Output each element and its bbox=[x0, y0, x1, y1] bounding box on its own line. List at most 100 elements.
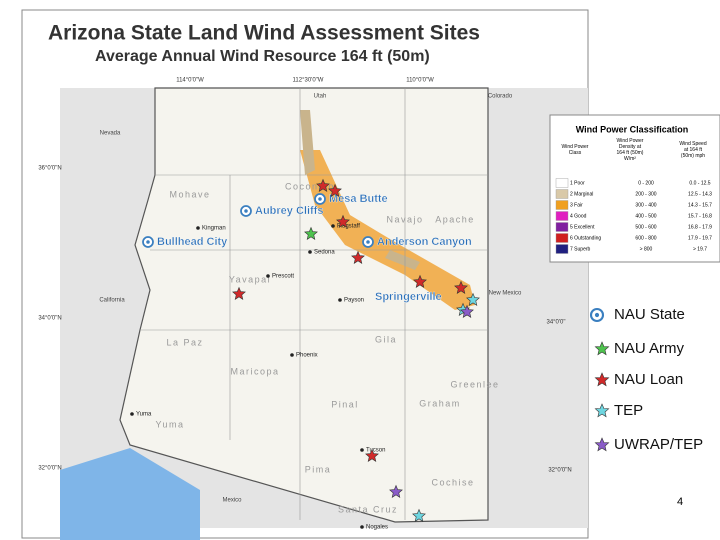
state-label: California bbox=[99, 298, 125, 304]
wind-table-title: Wind Power Classification bbox=[576, 124, 688, 134]
city-label: Payson bbox=[344, 298, 364, 304]
county-label: Yavapai bbox=[229, 274, 271, 284]
wind-table-cell: 200 - 300 bbox=[635, 191, 656, 197]
wind-table-cell: 0.0 - 12.5 bbox=[689, 180, 710, 186]
site-label: Aubrey Cliffs bbox=[255, 205, 323, 217]
subtitle: Average Annual Wind Resource 164 ft (50m… bbox=[95, 48, 430, 65]
class-swatch bbox=[555, 222, 569, 232]
city-label: Yuma bbox=[136, 412, 152, 418]
city-dot bbox=[338, 298, 342, 302]
class-swatch bbox=[555, 244, 569, 254]
title: Arizona State Land Wind Assessment Sites bbox=[48, 22, 480, 45]
site-star bbox=[232, 286, 246, 300]
legend-icon bbox=[594, 341, 610, 356]
city-label: Sedona bbox=[314, 250, 335, 256]
legend-icon bbox=[594, 372, 610, 387]
wind-table-cell: 14.3 - 15.7 bbox=[688, 202, 712, 208]
page-number: 4 bbox=[677, 496, 683, 508]
county-label: Pinal bbox=[331, 399, 359, 409]
wind-table-cell: > 19.7 bbox=[693, 246, 707, 252]
wind-table-cell: 600 - 800 bbox=[635, 235, 656, 241]
wind-table-cell: 15.7 - 16.8 bbox=[688, 213, 712, 219]
wind-table-cell: 12.5 - 14.3 bbox=[688, 191, 712, 197]
class-swatch bbox=[555, 178, 569, 188]
gulf-water bbox=[60, 448, 200, 540]
wind-table-header: Wind Power Density at 164 ft (50m) W/m² bbox=[617, 138, 644, 162]
legend-label: TEP bbox=[614, 402, 643, 419]
wind-table-cell: 400 - 500 bbox=[635, 213, 656, 219]
legend-icon bbox=[594, 403, 610, 418]
site-label: Anderson Canyon bbox=[377, 236, 472, 248]
city-dot bbox=[360, 448, 364, 452]
county-label: Santa Cruz bbox=[338, 504, 398, 514]
wind-table-cell: 500 - 600 bbox=[635, 224, 656, 230]
wind-table-cell: 4 Good bbox=[570, 213, 587, 219]
county-label: Pima bbox=[305, 464, 332, 474]
class-swatch bbox=[555, 189, 569, 199]
legend-icon bbox=[594, 437, 610, 452]
wind-swath bbox=[300, 150, 475, 310]
site-label: Mesa Butte bbox=[329, 193, 388, 205]
county-label: Yuma bbox=[155, 419, 184, 429]
wind-table-cell: 7 Superb bbox=[570, 246, 591, 252]
site-star bbox=[328, 183, 342, 197]
county-label: Coconino bbox=[285, 181, 335, 191]
county-label: Greenlee bbox=[450, 379, 499, 389]
site-label: Bullhead City bbox=[157, 236, 228, 248]
class-swatch bbox=[555, 233, 569, 243]
city-label: Nogales bbox=[366, 525, 388, 531]
state-label: Nevada bbox=[100, 131, 121, 137]
county-label: Mohave bbox=[169, 189, 210, 199]
site-star bbox=[304, 226, 318, 240]
state-label: Colorado bbox=[488, 94, 513, 100]
legend-label: UWRAP/TEP bbox=[614, 436, 703, 453]
class-swatch bbox=[555, 200, 569, 210]
city-label: Phoenix bbox=[296, 353, 318, 359]
city-label: Kingman bbox=[202, 226, 226, 232]
graticule-label: 112°30'0"W bbox=[293, 78, 324, 84]
site-marker-dot bbox=[244, 209, 248, 213]
wind-table-header: Wind Speed at 164 ft (50m) mph bbox=[679, 141, 706, 159]
wind-table-cell: 0 - 200 bbox=[638, 180, 654, 186]
state-label: New Mexico bbox=[489, 291, 522, 297]
city-dot bbox=[308, 250, 312, 254]
city-label: Prescott bbox=[272, 274, 294, 280]
class-swatch bbox=[555, 211, 569, 221]
wind-table-cell: 2 Marginal bbox=[570, 191, 593, 197]
site-star bbox=[365, 448, 379, 462]
wind-table-cell: 5 Excellent bbox=[570, 224, 595, 230]
graticule-label: 110°0'0"W bbox=[406, 78, 434, 84]
city-dot bbox=[130, 412, 134, 416]
wind-table-cell: > 800 bbox=[640, 246, 653, 252]
site-star bbox=[351, 250, 365, 264]
wind-table-cell: 3 Fair bbox=[570, 202, 583, 208]
wind-table-cell: 1 Poor bbox=[570, 180, 585, 186]
site-star bbox=[316, 178, 330, 192]
site-marker-dot bbox=[318, 197, 322, 201]
city-dot bbox=[290, 353, 294, 357]
legend-label: NAU State bbox=[614, 306, 685, 323]
legend-label: NAU Loan bbox=[614, 371, 683, 388]
county-label: Graham bbox=[419, 398, 461, 408]
city-label: Tucson bbox=[366, 448, 385, 454]
city-dot bbox=[196, 226, 200, 230]
site-star bbox=[336, 214, 350, 228]
wind-table-box bbox=[549, 114, 720, 263]
site-star bbox=[466, 292, 480, 306]
graticule-label: 114°0'0"W bbox=[176, 78, 204, 84]
county-label: Navajo bbox=[386, 214, 423, 224]
city-dot bbox=[266, 274, 270, 278]
county-label: Cochise bbox=[431, 477, 474, 487]
site-label: Springerville bbox=[375, 291, 442, 303]
site-marker-dot bbox=[366, 240, 370, 244]
site-star bbox=[389, 484, 403, 498]
state-label: Mexico bbox=[222, 498, 242, 504]
county-label: Gila bbox=[375, 334, 397, 344]
county-label: Apache bbox=[435, 214, 475, 224]
county-lines bbox=[140, 88, 488, 520]
state-label: Utah bbox=[314, 94, 327, 100]
site-star bbox=[413, 274, 427, 288]
graticule-label: 32°0'0"N bbox=[548, 468, 571, 474]
wind-table-cell: 16.8 - 17.9 bbox=[688, 224, 712, 230]
